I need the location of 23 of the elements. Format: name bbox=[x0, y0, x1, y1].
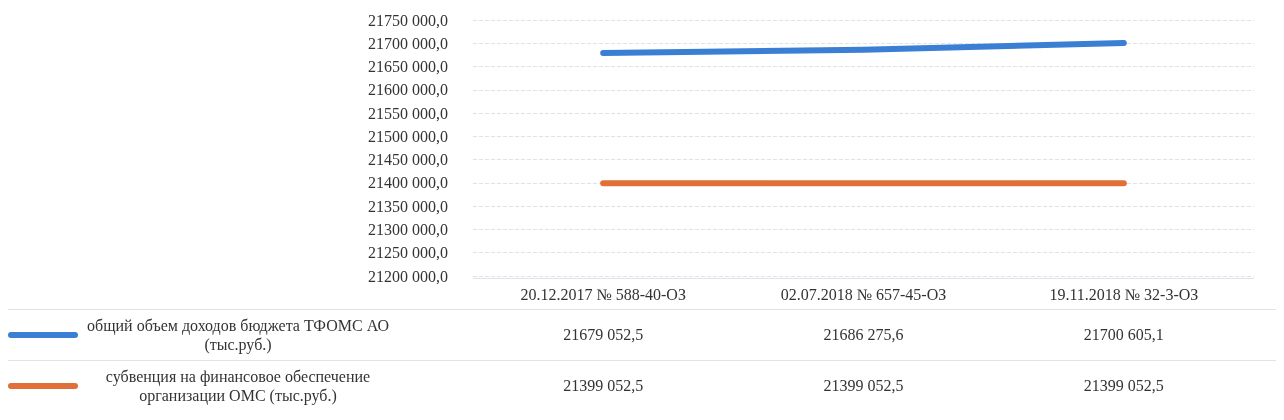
y-tick-label: 21300 000,0 bbox=[368, 220, 448, 238]
y-tick-label: 21700 000,0 bbox=[368, 34, 448, 52]
data-label: 21399 052,5 bbox=[1082, 377, 1165, 395]
y-tick-label: 21600 000,0 bbox=[368, 81, 448, 99]
data-label: 21686 275,6 bbox=[822, 326, 905, 344]
data-label: 21700 605,1 bbox=[1082, 326, 1165, 344]
y-tick-label: 21200 000,0 bbox=[368, 267, 448, 285]
x-tick-label: 20.12.2017 № 588-40-ОЗ bbox=[520, 285, 686, 303]
data-label: 21679 052,5 bbox=[562, 326, 645, 344]
y-tick-label: 21650 000,0 bbox=[368, 58, 448, 76]
legend-label: общий объем доходов бюджета ТФОМС АО (тыс.руб.) bbox=[86, 316, 390, 354]
y-tick-label: 21250 000,0 bbox=[368, 244, 448, 262]
y-tick-label: 21450 000,0 bbox=[368, 151, 448, 169]
x-tick-label: 19.11.2018 № 32-3-ОЗ bbox=[1049, 285, 1199, 303]
legend-label: субвенция на финансовое обеспечение организации ОМС (тыс.руб.) bbox=[104, 367, 372, 405]
y-tick-label: 21350 000,0 bbox=[368, 197, 448, 215]
data-label: 21399 052,5 bbox=[822, 377, 905, 395]
y-tick-label: 21750 000,0 bbox=[368, 11, 448, 29]
y-tick-label: 21550 000,0 bbox=[368, 104, 448, 122]
x-tick-label: 02.07.2018 № 657-45-ОЗ bbox=[780, 285, 947, 303]
y-tick-label: 21500 000,0 bbox=[368, 127, 448, 145]
y-tick-label: 21400 000,0 bbox=[368, 174, 448, 192]
data-label: 21399 052,5 bbox=[562, 377, 645, 395]
